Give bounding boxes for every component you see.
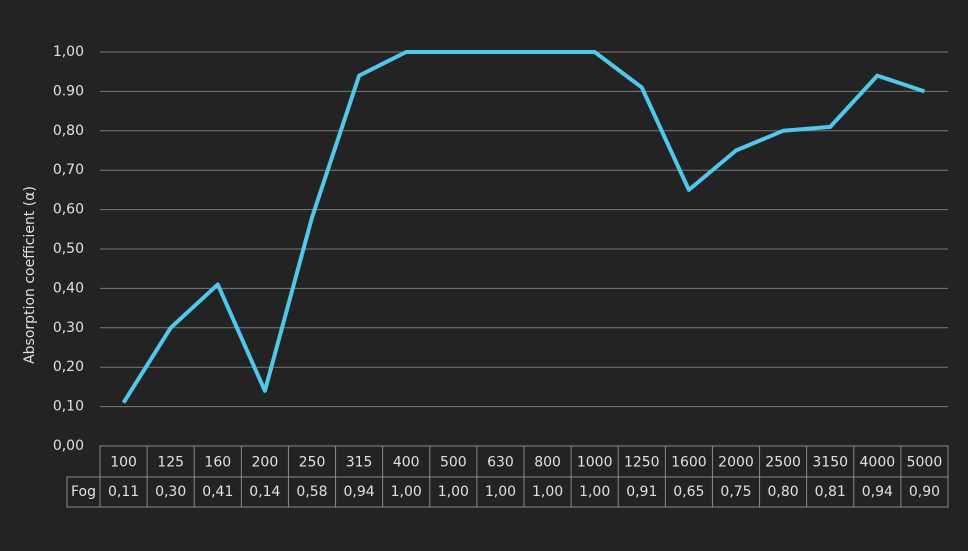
y-tick-label: 0,80 xyxy=(53,123,84,139)
table-value: 0,58 xyxy=(296,484,327,500)
series-name: Fog xyxy=(71,484,96,500)
table-value: 0,14 xyxy=(249,484,280,500)
y-tick-label: 0,20 xyxy=(53,359,84,375)
y-tick-label: 0,70 xyxy=(53,162,84,178)
x-tick-label: 100 xyxy=(110,455,137,471)
y-tick-label: 0,00 xyxy=(53,438,84,454)
x-tick-label: 250 xyxy=(299,455,326,471)
x-tick-label: 2500 xyxy=(765,455,801,471)
x-tick-label: 4000 xyxy=(860,455,896,471)
table-value: 1,00 xyxy=(532,484,563,500)
table-value: 0,94 xyxy=(862,484,893,500)
x-tick-label: 5000 xyxy=(907,455,943,471)
x-tick-label: 1250 xyxy=(624,455,660,471)
x-tick-label: 630 xyxy=(487,455,514,471)
y-tick-label: 0,30 xyxy=(53,320,84,336)
y-tick-label: 0,60 xyxy=(53,202,84,218)
table-value: 0,94 xyxy=(344,484,375,500)
x-tick-label: 2000 xyxy=(718,455,754,471)
x-tick-label: 160 xyxy=(204,455,231,471)
table-value: 0,80 xyxy=(768,484,799,500)
y-tick-label: 0,50 xyxy=(53,241,84,257)
y-tick-label: 0.90 xyxy=(53,83,84,99)
table-value: 1,00 xyxy=(485,484,516,500)
table-value: 1,00 xyxy=(391,484,422,500)
x-tick-label: 400 xyxy=(393,455,420,471)
table-value: 0,41 xyxy=(202,484,233,500)
y-tick-label: 0,40 xyxy=(53,280,84,296)
x-tick-label: 1000 xyxy=(577,455,613,471)
x-tick-label: 1600 xyxy=(671,455,707,471)
table-value: 0,11 xyxy=(108,484,139,500)
table-value: 0,90 xyxy=(909,484,940,500)
x-tick-label: 200 xyxy=(252,455,279,471)
line xyxy=(121,50,926,404)
table-value: 1,00 xyxy=(438,484,469,500)
x-tick-label: 3150 xyxy=(812,455,848,471)
x-tick-label: 800 xyxy=(534,455,561,471)
x-tick-label: 500 xyxy=(440,455,467,471)
y-tick-label: 0,10 xyxy=(53,399,84,415)
x-tick-label: 315 xyxy=(346,455,373,471)
table-value: 0,81 xyxy=(815,484,846,500)
table-value: 1,00 xyxy=(579,484,610,500)
table-value: 0,65 xyxy=(673,484,704,500)
table-value: 0,30 xyxy=(155,484,186,500)
table-value: 0,75 xyxy=(720,484,751,500)
table-row xyxy=(66,476,949,508)
y-axis-title: Absorption coefficient (α) xyxy=(22,186,38,364)
table-value: 0,91 xyxy=(626,484,657,500)
x-tick-label: 125 xyxy=(157,455,184,471)
y-tick-label: 1,00 xyxy=(53,44,84,60)
